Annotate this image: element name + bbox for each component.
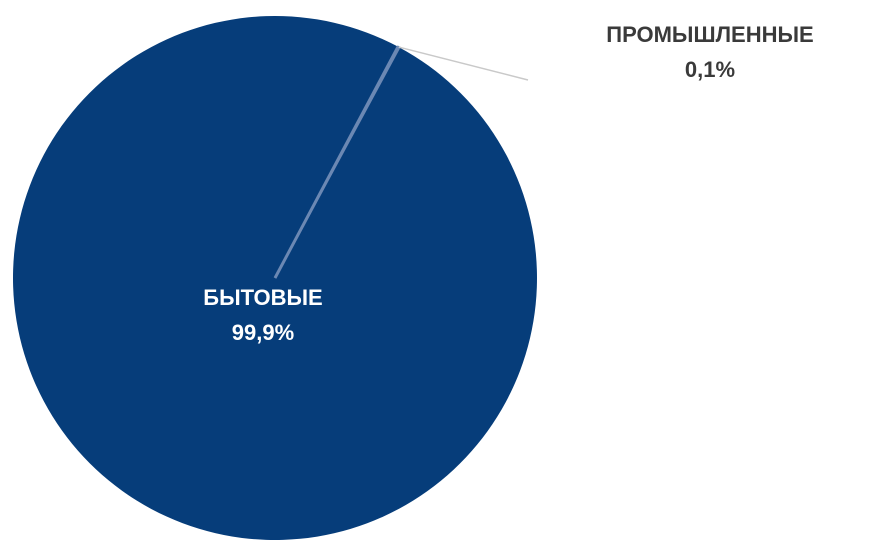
pie-slice-1-edge [273, 45, 400, 279]
slice-label-category-0: БЫТОВЫЕ [203, 285, 322, 310]
pie-slices [12, 15, 537, 540]
slice-label-value-1: 0,1% [685, 57, 735, 82]
slice-label-value-0: 99,9% [232, 320, 294, 345]
leader-line-slice-1 [398, 46, 529, 81]
slice-label-category-1: ПРОМЫШЛЕННЫЕ [606, 22, 813, 47]
